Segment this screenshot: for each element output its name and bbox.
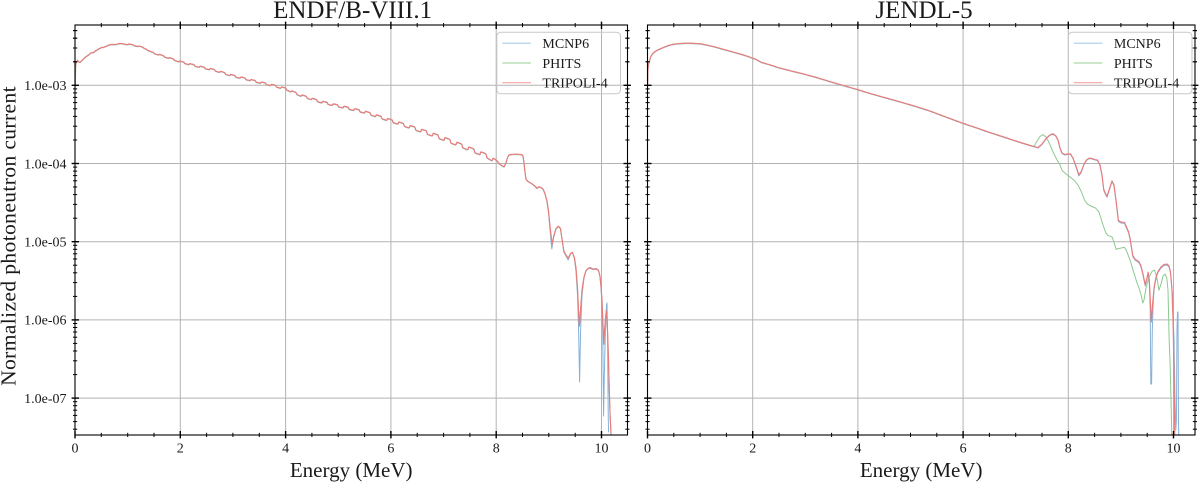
svg-text:JENDL-5: JENDL-5	[875, 0, 972, 24]
svg-text:10: 10	[1167, 442, 1181, 457]
svg-text:2: 2	[177, 442, 184, 457]
svg-text:1.0e-07: 1.0e-07	[24, 392, 66, 407]
svg-text:2: 2	[749, 442, 756, 457]
svg-text:MCNP6: MCNP6	[542, 37, 589, 52]
svg-text:TRIPOLI-4: TRIPOLI-4	[1114, 77, 1179, 92]
svg-text:1.0e-04: 1.0e-04	[24, 157, 66, 172]
svg-text:Energy (MeV): Energy (MeV)	[290, 458, 413, 482]
svg-text:TRIPOLI-4: TRIPOLI-4	[542, 77, 607, 92]
svg-text:0: 0	[72, 442, 79, 457]
svg-text:ENDF/B-VIII.1: ENDF/B-VIII.1	[273, 0, 432, 24]
svg-text:Energy (MeV): Energy (MeV)	[860, 458, 983, 482]
svg-text:1.0e-03: 1.0e-03	[24, 79, 66, 94]
svg-text:4: 4	[282, 442, 289, 457]
svg-text:Normalized photoneutron curren: Normalized photoneutron current	[0, 86, 21, 386]
svg-text:8: 8	[1065, 442, 1072, 457]
svg-text:1.0e-05: 1.0e-05	[24, 236, 66, 251]
svg-text:4: 4	[854, 442, 861, 457]
svg-text:MCNP6: MCNP6	[1114, 37, 1161, 52]
svg-text:0: 0	[644, 442, 651, 457]
svg-text:10: 10	[595, 442, 609, 457]
svg-text:8: 8	[493, 442, 500, 457]
svg-text:1.0e-06: 1.0e-06	[24, 314, 66, 329]
svg-text:6: 6	[387, 442, 394, 457]
svg-text:PHITS: PHITS	[1114, 57, 1153, 72]
svg-text:PHITS: PHITS	[542, 57, 581, 72]
svg-text:6: 6	[960, 442, 967, 457]
